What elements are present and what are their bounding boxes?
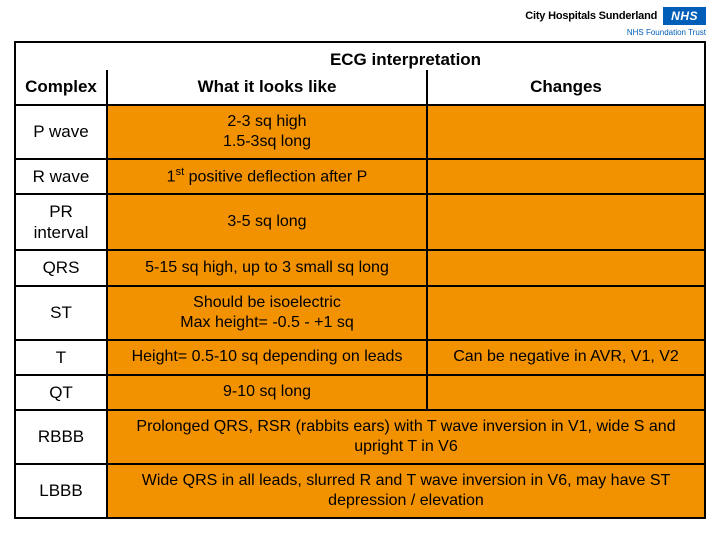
ecg-table: ECG interpretation Complex What it looks… — [14, 41, 706, 519]
table-title: ECG interpretation — [107, 42, 705, 70]
row-content-wide: Wide QRS in all leads, slurred R and T w… — [107, 464, 705, 518]
row-looks: Should be isoelectricMax height= -0.5 - … — [107, 286, 427, 340]
row-label: LBBB — [15, 464, 107, 518]
row-looks: 5-15 sq high, up to 3 small sq long — [107, 250, 427, 285]
row-looks: 9-10 sq long — [107, 375, 427, 410]
table-row: RBBBProlonged QRS, RSR (rabbits ears) wi… — [15, 410, 705, 464]
row-changes: Can be negative in AVR, V1, V2 — [427, 340, 705, 375]
row-looks: 3-5 sq long — [107, 194, 427, 251]
table-row: R wave1st positive deflection after P — [15, 159, 705, 194]
row-changes — [427, 286, 705, 340]
row-label: PR interval — [15, 194, 107, 251]
row-label: R wave — [15, 159, 107, 194]
row-label: RBBB — [15, 410, 107, 464]
table-row: P wave2-3 sq high1.5-3sq long — [15, 105, 705, 159]
nhs-badge: NHS — [663, 7, 706, 25]
row-changes — [427, 194, 705, 251]
table-row: THeight= 0.5-10 sq depending on leadsCan… — [15, 340, 705, 375]
org-subtitle: NHS Foundation Trust — [0, 28, 720, 41]
col-changes: Changes — [427, 70, 705, 104]
row-changes — [427, 159, 705, 194]
row-label: ST — [15, 286, 107, 340]
col-looks: What it looks like — [107, 70, 427, 104]
row-looks: 2-3 sq high1.5-3sq long — [107, 105, 427, 159]
org-name: City Hospitals Sunderland — [525, 10, 657, 22]
table-row: LBBBWide QRS in all leads, slurred R and… — [15, 464, 705, 518]
table-header-row: Complex What it looks like Changes — [15, 70, 705, 104]
col-complex: Complex — [15, 70, 107, 104]
row-looks: Height= 0.5-10 sq depending on leads — [107, 340, 427, 375]
row-changes — [427, 250, 705, 285]
row-label: QRS — [15, 250, 107, 285]
row-content-wide: Prolonged QRS, RSR (rabbits ears) with T… — [107, 410, 705, 464]
table-row: STShould be isoelectricMax height= -0.5 … — [15, 286, 705, 340]
row-looks: 1st positive deflection after P — [107, 159, 427, 194]
row-changes — [427, 375, 705, 410]
row-label: P wave — [15, 105, 107, 159]
page-content: ECG interpretation Complex What it looks… — [0, 41, 720, 533]
table-row: QT9-10 sq long — [15, 375, 705, 410]
header-logo-bar: City Hospitals Sunderland NHS — [0, 0, 720, 30]
table-body: P wave2-3 sq high1.5-3sq longR wave1st p… — [15, 105, 705, 519]
row-changes — [427, 105, 705, 159]
row-label: T — [15, 340, 107, 375]
row-label: QT — [15, 375, 107, 410]
table-row: QRS5-15 sq high, up to 3 small sq long — [15, 250, 705, 285]
table-row: PR interval3-5 sq long — [15, 194, 705, 251]
title-blank — [15, 42, 107, 70]
table-title-row: ECG interpretation — [15, 42, 705, 70]
